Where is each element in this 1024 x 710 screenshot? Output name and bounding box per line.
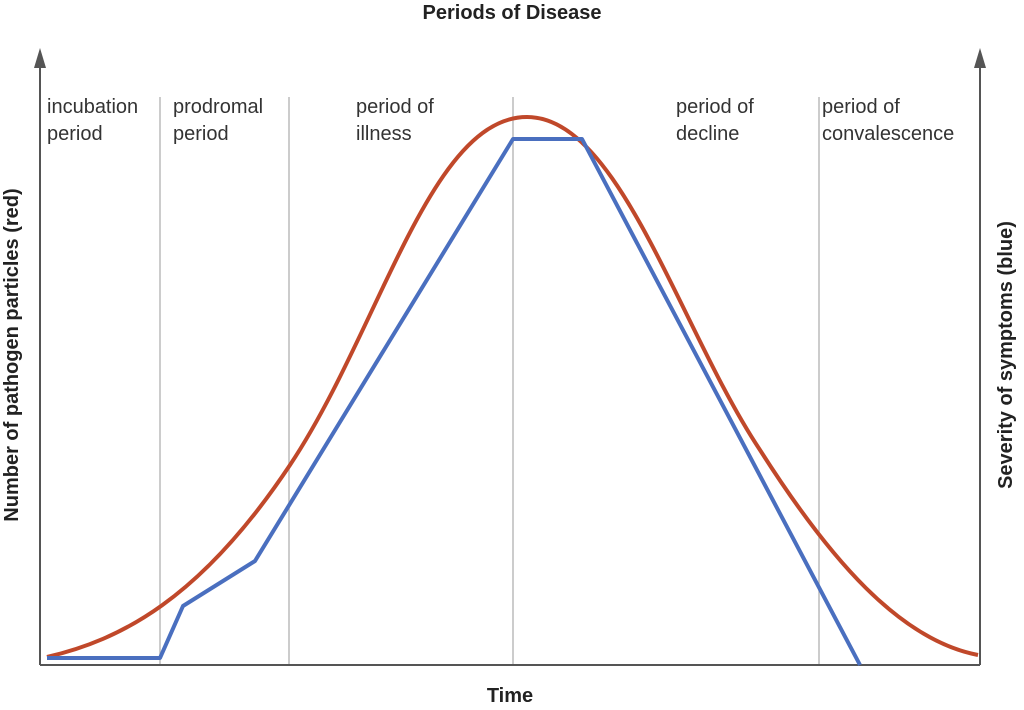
period-label: incubation xyxy=(47,96,138,118)
arrow-head xyxy=(34,48,46,68)
title: Periods of Disease xyxy=(423,2,602,24)
x-axis-label: Time xyxy=(487,685,533,707)
period-labels: incubation period prodromal period period of… xyxy=(47,96,954,145)
period-label: decline xyxy=(676,123,739,145)
symptom-curve xyxy=(47,137,862,666)
period-label: period of xyxy=(676,96,754,118)
period-label: prodromal xyxy=(173,96,263,118)
pathogen-curve xyxy=(46,114,979,659)
y-axis-left-label: Number of pathogen particles (red) xyxy=(1,188,23,521)
period-label: period xyxy=(173,123,229,145)
period-label: period xyxy=(47,123,103,145)
arrow-head xyxy=(974,48,986,68)
period-label: illness xyxy=(356,123,412,145)
y-axis-right-label: Severity of symptoms (blue) xyxy=(995,221,1017,489)
period-label: convalescence xyxy=(822,123,954,145)
axes xyxy=(39,62,981,666)
period-label: period of xyxy=(356,96,434,118)
period-label: period of xyxy=(822,96,900,118)
